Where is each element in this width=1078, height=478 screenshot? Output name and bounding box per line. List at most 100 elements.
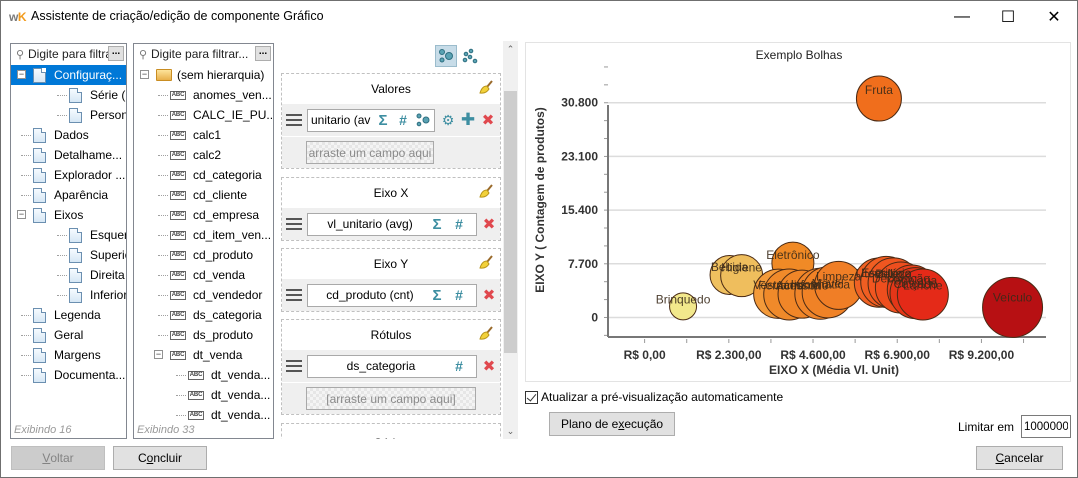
remove-x-icon[interactable]: ✖ [482,216,496,233]
tree-item-label: Inferior [90,288,126,302]
field-tree-item[interactable]: ABC cd_produto [134,245,273,265]
field-tree-item[interactable]: ABC cd_venda [134,265,273,285]
document-icon [69,227,82,243]
clear-broom-icon[interactable] [478,80,494,96]
settings-tree-item[interactable]: − Configuraç... [11,65,126,85]
labels-field[interactable]: ds_categoria # [307,354,477,378]
settings-tree-item[interactable]: Dados [11,125,126,145]
tree-connector [21,375,31,376]
clear-broom-icon[interactable] [478,255,494,271]
maximize-button[interactable]: ☐ [985,1,1031,33]
settings-tree-item[interactable]: Aparência [11,185,126,205]
field-tree-item[interactable]: ABC CALC_IE_PU... [134,105,273,125]
text-field-icon: ABC [188,390,204,400]
y-axis-field[interactable]: cd_produto (cnt) Σ # [307,283,477,307]
execution-plan-button[interactable]: Plano de e x ecução [549,412,675,436]
scatter-view-toggle[interactable] [459,45,481,67]
settings-tree-item[interactable]: Série (p... [11,85,126,105]
bubble-size-icon[interactable] [415,112,431,128]
app-logo: wK [9,10,27,24]
field-tree-item[interactable]: ABC dt_venda... [134,385,273,405]
settings-filter-options-button[interactable]: ... [108,46,124,61]
values-drop-target[interactable]: arraste um campo aqui [306,141,434,164]
fields-filter-input[interactable] [150,47,255,61]
clear-broom-icon[interactable] [478,184,494,200]
drag-handle-icon[interactable] [286,114,302,126]
document-icon [69,247,82,263]
aggregate-sigma-icon[interactable]: Σ [378,111,388,129]
settings-tree-item[interactable]: Esquerda [11,225,126,245]
collapse-icon[interactable]: − [154,349,163,359]
auto-update-toggle[interactable]: Atualizar a pré-visualização automaticam… [525,390,783,404]
remove-x-icon[interactable]: ✖ [481,112,495,129]
field-tree-root[interactable]: − (sem hierarquia) [134,65,273,85]
settings-tree-item[interactable]: Inferior [11,285,126,305]
field-tree-item[interactable]: ABC ds_categoria [134,305,273,325]
auto-update-checkbox[interactable] [525,390,538,404]
settings-filter-input[interactable] [27,47,108,61]
close-button[interactable]: ✕ [1031,1,1077,33]
settings-tree-item[interactable]: Documenta... [11,365,126,385]
y-tick-label: 0 [591,310,598,324]
remove-x-icon[interactable]: ✖ [482,287,496,304]
bubble-view-toggle[interactable] [435,45,457,67]
collapse-icon[interactable]: − [17,69,26,79]
aggregate-sigma-icon[interactable]: Σ [432,215,442,233]
fields-filter-options-button[interactable]: ... [255,46,271,61]
minimize-button[interactable]: — [939,1,985,33]
clear-broom-icon[interactable] [478,326,494,342]
settings-count: Exibindo 16 [14,424,72,436]
field-tree-item[interactable]: − ABC dt_venda [134,345,273,365]
field-tree-item[interactable]: ABC cd_empresa [134,205,273,225]
config-scrollbar[interactable]: ⌃ ⌄ [503,41,518,439]
collapse-icon[interactable]: − [140,69,149,79]
tree-item-label: Persona... [90,108,126,122]
document-icon [33,147,46,163]
field-tree-item[interactable]: ABC dt_venda... [134,365,273,385]
add-plus-icon[interactable]: ✚ [460,110,476,129]
limit-input[interactable] [1021,415,1071,438]
drag-handle-icon[interactable] [286,218,302,230]
settings-tree-item[interactable]: Direita [11,265,126,285]
y-tick-label: 23.100 [561,149,598,163]
field-tree-item[interactable]: ABC ds_produto [134,325,273,345]
drag-handle-icon[interactable] [286,289,302,301]
tree-connector [158,295,168,296]
remove-x-icon[interactable]: ✖ [482,358,496,375]
settings-tree-item[interactable]: − Eixos [11,205,126,225]
format-hash-icon[interactable]: # [455,358,463,374]
settings-tree-item[interactable]: Persona... [11,105,126,125]
field-tree-item[interactable]: ABC dt_venda... [134,405,273,425]
scroll-up-arrow-icon[interactable]: ⌃ [506,44,515,54]
settings-tree-item[interactable]: Geral [11,325,126,345]
x-tick-label: R$ 9.200,00 [949,348,1015,362]
collapse-icon[interactable]: − [17,209,26,219]
aggregate-sigma-icon[interactable]: Σ [432,286,442,304]
settings-tree-item[interactable]: Superior [11,245,126,265]
format-hash-icon[interactable]: # [399,112,407,128]
field-tree-item[interactable]: ABC anomes_ven... [134,85,273,105]
settings-tree-item[interactable]: Legenda [11,305,126,325]
settings-gear-icon[interactable]: ⚙ [441,111,455,128]
settings-tree-item[interactable]: Detalhame... [11,145,126,165]
field-tree-item[interactable]: ABC calc1 [134,125,273,145]
values-field[interactable]: unitario (av Σ # [307,108,435,132]
format-hash-icon[interactable]: # [455,216,463,232]
field-tree-item[interactable]: ABC cd_cliente [134,185,273,205]
settings-tree-item[interactable]: Margens [11,345,126,365]
tree-item-label: cd_vendedor [193,288,263,302]
field-tree-item[interactable]: ABC cd_vendedor [134,285,273,305]
field-tree-item[interactable]: ABC calc2 [134,145,273,165]
drag-handle-icon[interactable] [286,360,302,372]
settings-tree-item[interactable]: Explorador ... [11,165,126,185]
field-tree-item[interactable]: ABC cd_item_ven... [134,225,273,245]
format-hash-icon[interactable]: # [455,287,463,303]
field-tree-item[interactable]: ABC cd_categoria [134,165,273,185]
scroll-down-arrow-icon[interactable]: ⌄ [506,426,515,436]
scrollbar-thumb[interactable] [504,91,517,353]
labels-drop-target[interactable]: [arraste um campo aqui] [306,387,476,410]
x-axis-field[interactable]: vl_unitario (avg) Σ # [307,212,477,236]
